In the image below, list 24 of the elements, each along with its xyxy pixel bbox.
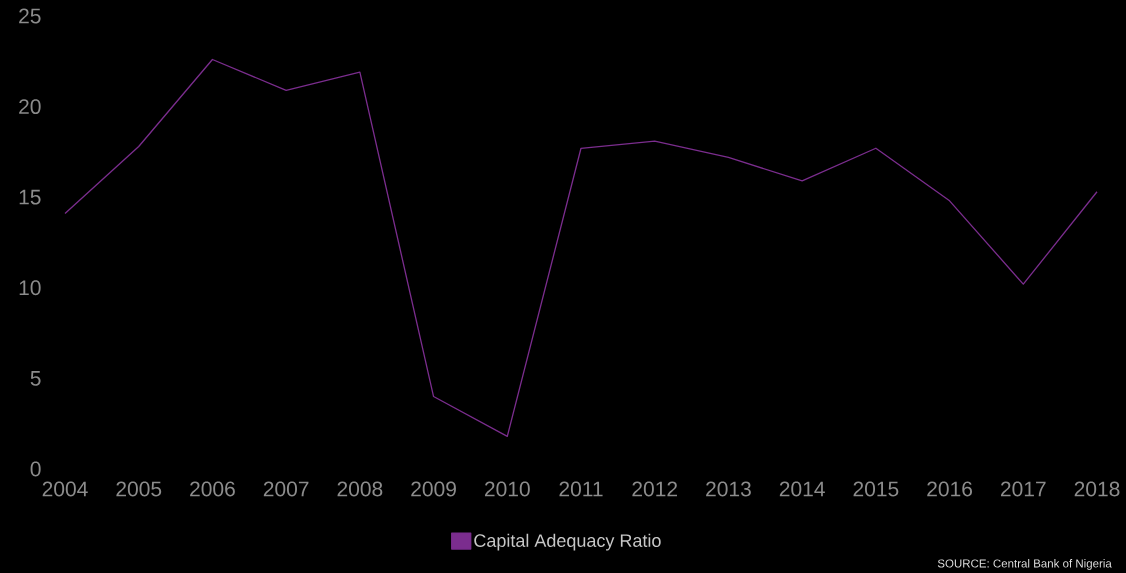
x-tick-label: 2007	[263, 481, 309, 497]
x-tick-label: 2010	[484, 481, 530, 497]
y-tick-label: 20	[19, 99, 41, 115]
y-tick-label: 15	[19, 189, 41, 205]
x-tick-label: 2013	[706, 481, 751, 497]
y-tick-label: 25	[19, 8, 41, 24]
y-tick-label: 5	[30, 371, 41, 386]
y-tick-label: 0	[30, 461, 41, 477]
line-series	[64, 58, 1098, 438]
x-tick-label: 2018	[1074, 481, 1120, 497]
y-tick-label: 10	[19, 280, 41, 296]
x-tick-label: 2015	[853, 481, 899, 497]
x-tick-label: 2014	[779, 481, 825, 497]
x-tick-label: 2009	[411, 481, 456, 497]
x-tick-label: 2008	[337, 481, 383, 497]
x-tick-label: 2004	[42, 481, 88, 497]
x-tick-label: 2011	[559, 481, 603, 497]
legend-label: Capital Adequacy Ratio	[474, 533, 661, 551]
x-tick-label: 2012	[632, 481, 678, 497]
x-tick-label: 2005	[116, 481, 162, 497]
x-tick-label: 2016	[927, 481, 973, 497]
source-note: SOURCE: Central Bank of Nigeria	[937, 559, 1112, 570]
x-tick-label: 2017	[1000, 481, 1046, 497]
x-tick-label: 2006	[190, 481, 235, 497]
